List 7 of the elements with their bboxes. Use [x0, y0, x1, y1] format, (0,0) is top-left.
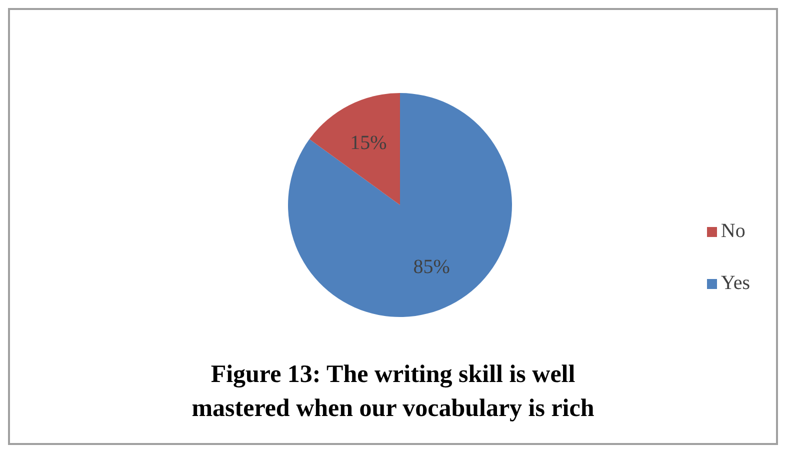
pie-slice: [288, 93, 512, 317]
text: Figure 13: The writing skill is well mastered when our vocabulary is rich: [190, 360, 596, 424]
legend-label: No: [720, 220, 746, 242]
data-label: 85%: [413, 256, 450, 278]
pie-slice: [309, 93, 400, 205]
legend-label: Yes: [720, 272, 750, 294]
data-label: 15%: [350, 132, 387, 154]
